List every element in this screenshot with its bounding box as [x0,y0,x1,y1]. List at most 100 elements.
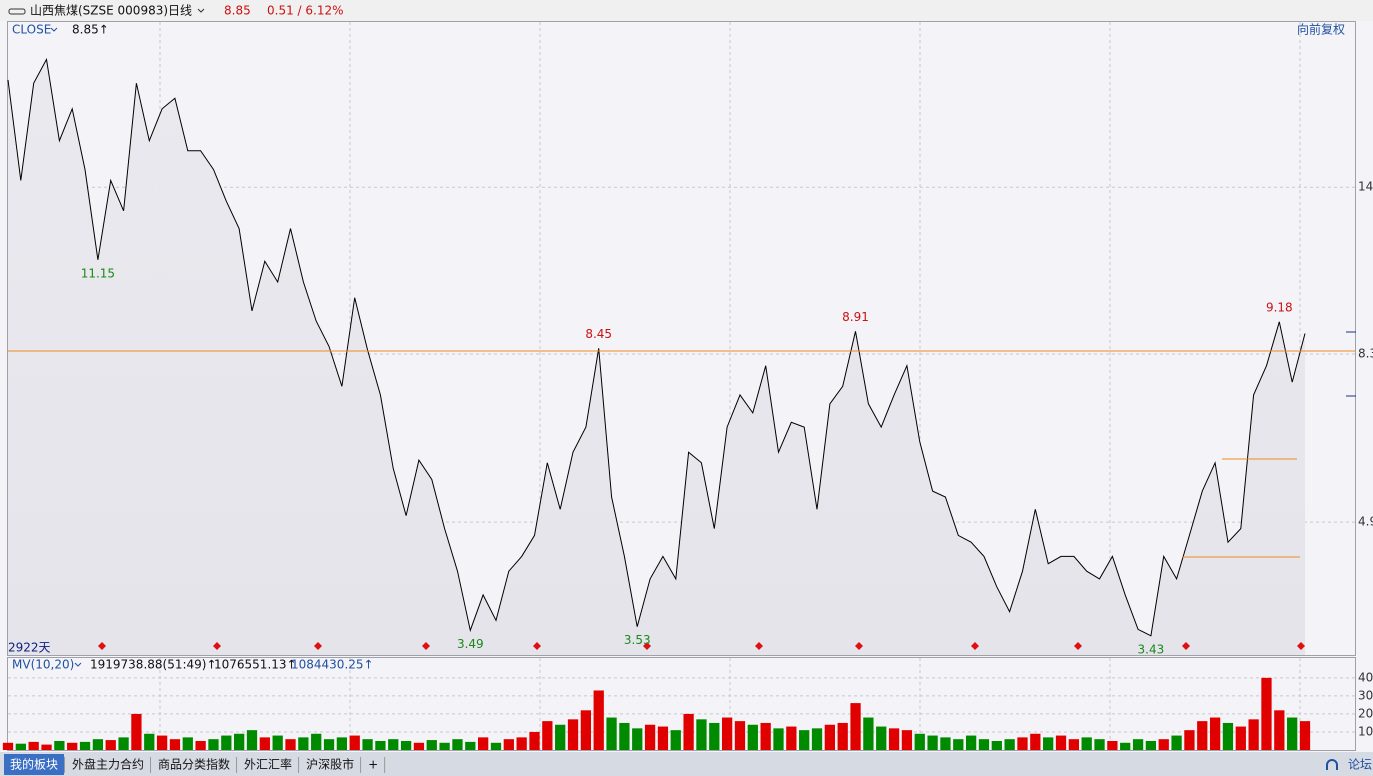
price-frame [7,21,1356,656]
volume-bar [1120,742,1131,750]
link-icon [8,8,26,15]
tab[interactable]: 外汇汇率 [244,757,292,772]
volume-bar [760,722,771,750]
volume-bar [1145,740,1157,750]
event-marker [643,642,651,650]
volume-bar [542,721,553,750]
volume-bar [1043,737,1054,750]
volume-bar [1004,739,1015,750]
volume-bar [555,724,566,750]
volume-bar [221,735,232,750]
volume-bar [1017,737,1028,750]
volume-bar [709,722,720,750]
volume-bar [1030,733,1041,750]
volume-bar [1055,735,1067,750]
volume-bar [272,735,283,750]
tab[interactable]: 外盘主力合约 [72,757,144,772]
y-tick-label: 4.9 [1358,515,1373,529]
y-tick-label: 300 [1358,688,1373,702]
volume-bar [1132,739,1144,750]
volume-bar [1287,717,1298,750]
volume-bar [246,730,258,750]
dropdown-icon [74,662,82,667]
volume-bar [285,739,296,750]
volume-bar [644,724,656,750]
y-tick-label: 200 [1358,706,1373,720]
volume-bar [234,733,245,750]
volume-title[interactable]: MV(10,20) [12,658,74,672]
event-markers [98,642,1305,650]
header-change: 0.51 / 6.12% [267,4,344,18]
volume-bar [15,743,26,750]
tabs: 我的板块 外盘主力合约 商品分类指数 外汇汇率 沪深股市 + [4,754,386,775]
volume-bar [92,739,104,750]
annotation: 11.15 [81,266,115,280]
volume-stat: 1084430.25↑ [291,658,374,672]
volume-bar [1094,739,1105,750]
event-marker [213,642,221,650]
volume-bar [721,717,733,750]
volume-bar [144,733,155,750]
top-bar [0,0,1373,21]
volume-bar [606,717,617,750]
volume-bar [118,737,129,750]
volume-bar [657,726,669,750]
volume-stat: 1076551.13↑ [214,658,297,672]
volume-bar [298,737,309,750]
event-marker [422,642,430,650]
adjust[interactable]: 向前复权 [1297,22,1345,37]
volume-bar [696,719,707,750]
volume-bar [953,739,964,750]
price-line [7,57,1306,637]
volume-bar [67,742,78,750]
volume-bar [799,730,810,750]
tab[interactable]: 商品分类指数 [158,757,230,772]
tab[interactable]: + [368,758,378,772]
volume-bar [1197,721,1208,750]
volume-bar [670,730,681,750]
forum[interactable]: 论坛 [1348,758,1372,772]
volume-bar [311,733,322,750]
volume-bar [786,726,797,750]
volume-bar [863,717,874,750]
y-tick-label: 8.3 [1358,346,1373,360]
volume-bar [413,742,425,750]
volume-bar [1158,739,1169,750]
tab[interactable]: 我的板块 [10,757,58,772]
volume-bar [811,728,823,750]
annotation: 3.49 [457,637,484,651]
volume-bar [426,740,437,750]
dropdown-icon [50,27,58,32]
annotation: 8.45 [585,327,612,341]
volume-bar [259,737,270,750]
forum-icon [1326,759,1338,770]
annotation: 3.43 [1138,642,1165,656]
volume-bar [105,740,116,750]
volume-bar [1274,710,1285,750]
volume-bar [978,739,990,750]
period[interactable]: 日线 [168,4,192,18]
volume-bar [991,740,1002,750]
volume-bar [593,690,604,750]
volume-bar [683,713,694,750]
volume-bar [208,739,219,750]
volume-bar [41,744,52,750]
volume-bar [182,737,193,750]
tab[interactable]: 沪深股市 [306,757,354,772]
annotation: 9.18 [1266,300,1293,314]
tab-bg [4,754,65,775]
volume-bar [567,719,579,750]
y-tick-label: 14. [1358,180,1373,194]
volume-bar [156,735,168,750]
volume-bar [529,731,540,750]
event-marker [1074,642,1082,650]
volume-bar [388,739,399,750]
legend-name[interactable]: CLOSE [12,23,51,37]
volume-bar [503,739,514,750]
tab-bar [0,752,1373,776]
volume-bar [1261,677,1272,750]
plot [2,57,1355,750]
volume-bar [965,735,977,750]
volume-bar [349,735,360,750]
